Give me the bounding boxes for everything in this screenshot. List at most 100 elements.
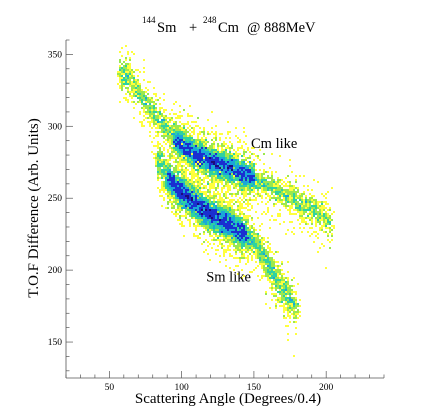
density-cell <box>207 245 209 247</box>
density-cell <box>283 309 285 311</box>
density-cell <box>209 243 211 245</box>
density-cell <box>263 259 265 261</box>
density-cell <box>165 185 167 187</box>
density-cell <box>187 179 189 181</box>
density-cell <box>227 175 229 177</box>
density-cell <box>291 193 293 195</box>
density-cell <box>185 193 187 195</box>
density-cell <box>209 259 211 261</box>
density-cell <box>261 253 263 255</box>
density-cell <box>167 131 169 133</box>
density-cell <box>253 191 255 193</box>
density-cell <box>173 205 175 207</box>
density-cell <box>285 297 287 299</box>
y-tick-label: 200 <box>48 266 63 276</box>
density-cell <box>165 159 167 161</box>
density-cell <box>245 203 247 205</box>
density-cell <box>203 161 205 163</box>
density-cell <box>169 189 171 191</box>
density-cell <box>209 153 211 155</box>
density-cell <box>253 169 255 171</box>
density-cell <box>211 205 213 207</box>
density-cell <box>227 217 229 219</box>
density-cell <box>191 173 193 175</box>
density-cell <box>219 173 221 175</box>
density-cell <box>157 169 159 171</box>
density-cell <box>259 257 261 259</box>
density-cell <box>271 283 273 285</box>
density-cell <box>269 181 271 183</box>
density-cell <box>215 213 217 215</box>
density-cell <box>305 207 307 209</box>
density-cell <box>279 279 281 281</box>
density-cell <box>185 161 187 163</box>
density-cell <box>209 217 211 219</box>
density-cell <box>231 177 233 179</box>
density-cell <box>173 195 175 197</box>
density-cell <box>199 127 201 129</box>
density-cell <box>233 169 235 171</box>
density-cell <box>225 265 227 267</box>
density-cell <box>267 193 269 195</box>
density-cell <box>217 165 219 167</box>
density-cell <box>171 189 173 191</box>
density-cell <box>279 213 281 215</box>
density-cell <box>127 91 129 93</box>
density-cell <box>239 147 241 149</box>
density-cell <box>245 199 247 201</box>
density-cell <box>157 143 159 145</box>
density-cell <box>249 187 251 189</box>
density-cell <box>207 169 209 171</box>
density-cell <box>189 125 191 127</box>
density-cell <box>265 269 267 271</box>
density-cell <box>223 201 225 203</box>
density-cell <box>277 199 279 201</box>
density-cell <box>319 219 321 221</box>
density-cell <box>207 181 209 183</box>
density-cell <box>225 231 227 233</box>
density-cell <box>227 241 229 243</box>
density-cell <box>283 181 285 183</box>
density-cell <box>241 207 243 209</box>
density-cell <box>237 171 239 173</box>
density-cell <box>189 147 191 149</box>
density-cell <box>235 201 237 203</box>
density-cell <box>173 171 175 173</box>
density-cell <box>127 77 129 79</box>
density-cell <box>203 225 205 227</box>
density-cell <box>235 163 237 165</box>
density-cell <box>265 259 267 261</box>
density-cell <box>229 179 231 181</box>
density-cell <box>251 175 253 177</box>
density-cell <box>183 133 185 135</box>
density-cell <box>177 195 179 197</box>
density-cell <box>125 87 127 89</box>
density-cell <box>261 255 263 257</box>
density-cell <box>225 159 227 161</box>
density-cell <box>239 257 241 259</box>
density-cell <box>145 105 147 107</box>
density-cell <box>319 209 321 211</box>
density-cell <box>289 211 291 213</box>
density-cell <box>225 147 227 149</box>
density-cell <box>203 233 205 235</box>
density-cell <box>273 275 275 277</box>
density-cell <box>223 255 225 257</box>
density-cell <box>229 235 231 237</box>
density-cell <box>193 147 195 149</box>
density-cell <box>329 215 331 217</box>
density-cell <box>161 163 163 165</box>
density-cell <box>275 265 277 267</box>
density-cell <box>193 165 195 167</box>
density-cell <box>323 231 325 233</box>
density-cell <box>277 261 279 263</box>
density-cell <box>177 163 179 165</box>
density-cell <box>281 201 283 203</box>
density-cell <box>259 263 261 265</box>
density-cell <box>199 209 201 211</box>
title-energy: @ 888MeV <box>247 20 316 36</box>
density-cell <box>195 215 197 217</box>
density-cell <box>135 85 137 87</box>
density-cell <box>157 159 159 161</box>
density-cell <box>229 253 231 255</box>
